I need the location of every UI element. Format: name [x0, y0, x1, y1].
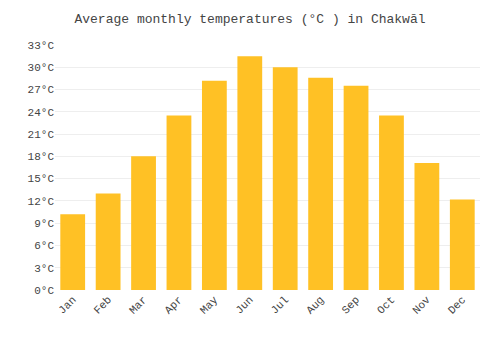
svg-text:Jan: Jan	[56, 294, 78, 316]
svg-text:9°C: 9°C	[34, 218, 54, 230]
svg-text:21°C: 21°C	[28, 129, 55, 141]
svg-text:Sep: Sep	[340, 294, 362, 316]
svg-text:Oct: Oct	[375, 294, 397, 316]
svg-text:33°C: 33°C	[28, 40, 55, 52]
svg-text:18°C: 18°C	[28, 151, 55, 163]
svg-text:May: May	[198, 294, 221, 317]
svg-text:24°C: 24°C	[28, 107, 55, 119]
svg-text:Nov: Nov	[410, 294, 433, 317]
svg-text:6°C: 6°C	[34, 240, 54, 252]
svg-text:Jun: Jun	[233, 294, 255, 316]
svg-text:Apr: Apr	[162, 294, 184, 316]
svg-text:30°C: 30°C	[28, 62, 55, 74]
svg-text:12°C: 12°C	[28, 196, 55, 208]
svg-text:Dec: Dec	[446, 294, 468, 316]
svg-text:27°C: 27°C	[28, 84, 55, 96]
svg-text:15°C: 15°C	[28, 173, 55, 185]
svg-text:Average monthly temperatures (: Average monthly temperatures (°C ) in Ch…	[74, 12, 425, 27]
svg-text:Feb: Feb	[92, 294, 114, 316]
svg-text:0°C: 0°C	[34, 285, 54, 297]
svg-text:Mar: Mar	[127, 294, 149, 316]
svg-text:Jul: Jul	[269, 294, 291, 316]
svg-text:3°C: 3°C	[34, 263, 54, 275]
svg-text:Aug: Aug	[304, 294, 326, 316]
